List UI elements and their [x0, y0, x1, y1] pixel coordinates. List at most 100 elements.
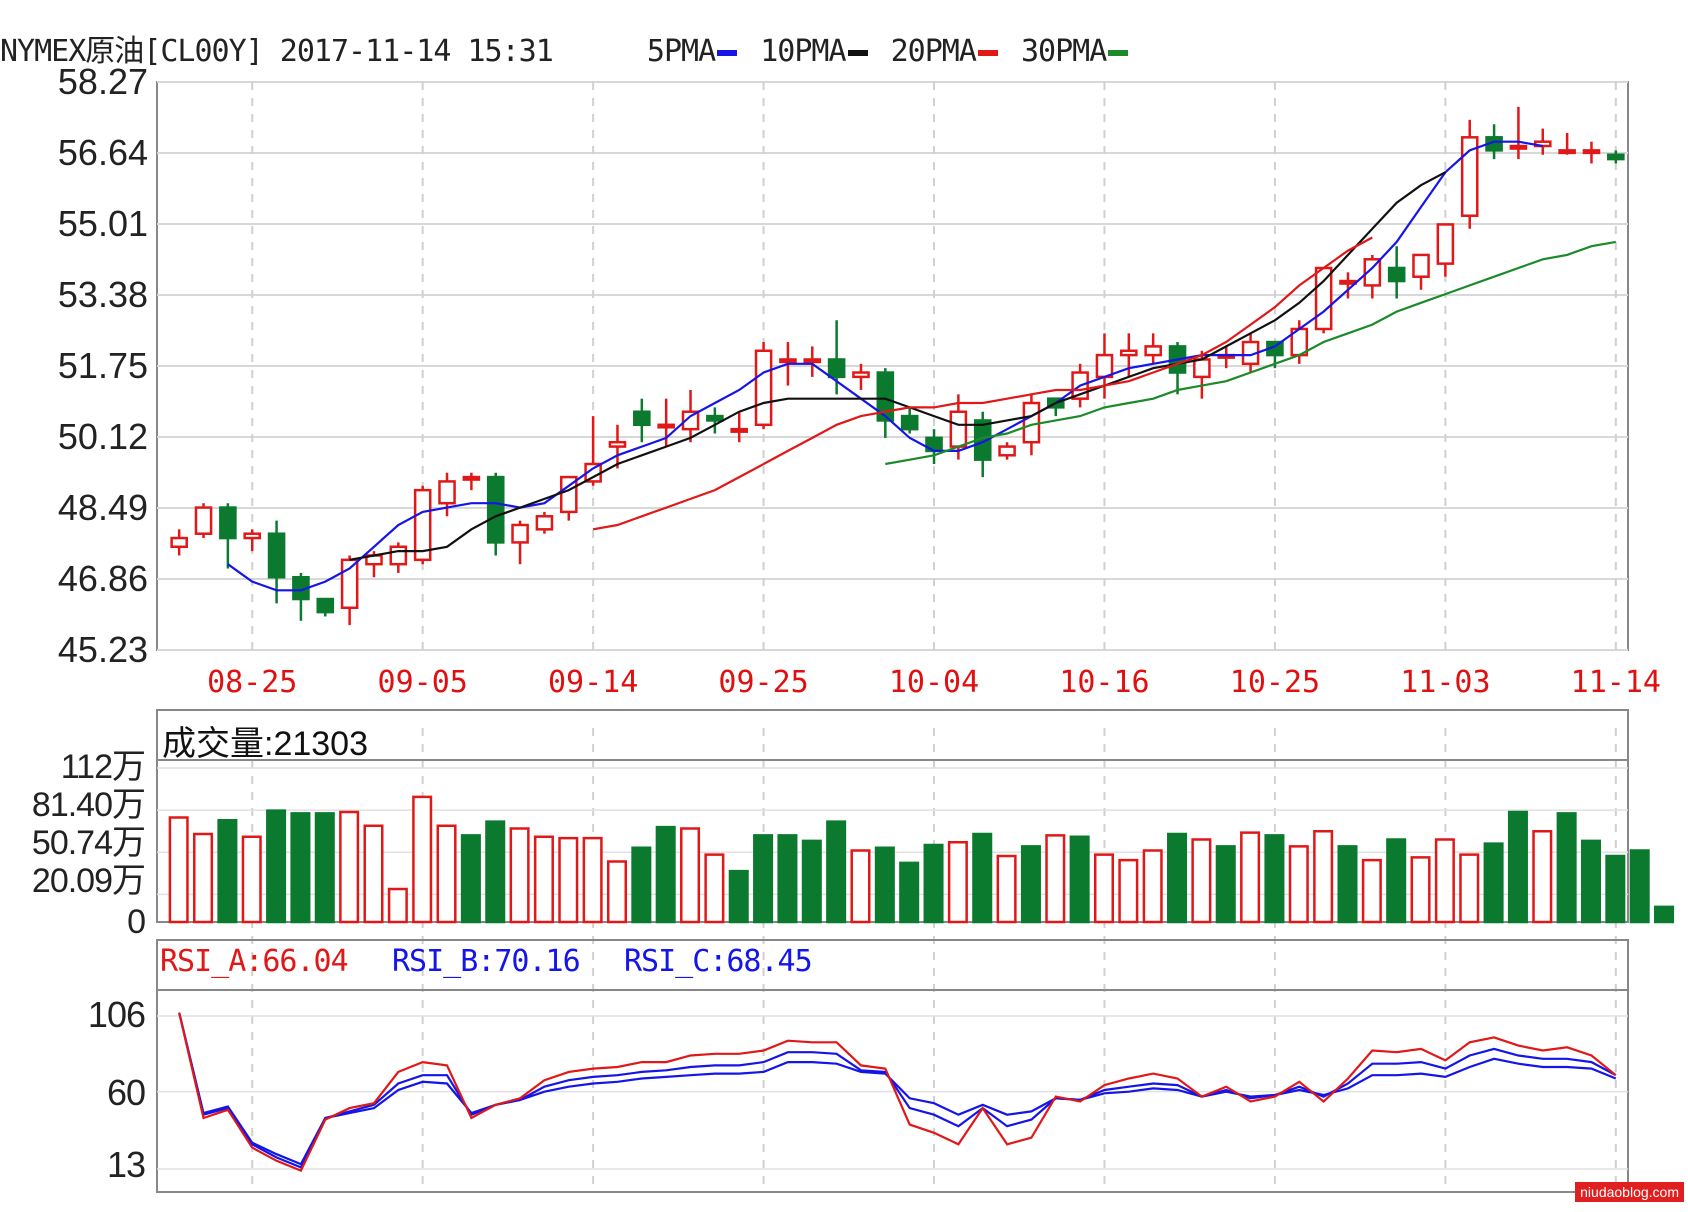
- date-tick-label: 09-14: [548, 665, 638, 700]
- candle-body: [438, 480, 456, 505]
- candle-body: [900, 414, 919, 431]
- volume-bar: [850, 849, 871, 924]
- candle-body: [511, 523, 529, 544]
- candle-body: [1582, 149, 1601, 155]
- volume-bar: [436, 824, 457, 924]
- legend-5pma: 5PMA: [647, 34, 743, 69]
- volume-bar: [1045, 834, 1066, 924]
- legend-30pma: 30PMA: [1021, 34, 1134, 69]
- volume-bar: [631, 846, 652, 924]
- candle-body: [754, 349, 773, 427]
- ma-line-5pma: [227, 140, 1543, 592]
- candle-body: [413, 488, 432, 562]
- date-tick-label: 10-25: [1230, 665, 1320, 700]
- candle-body: [1412, 253, 1430, 278]
- volume-bar: [558, 836, 579, 924]
- date-tick-label: 10-04: [889, 665, 979, 700]
- volume-bar: [1069, 835, 1090, 924]
- candle-body: [219, 506, 237, 540]
- date-tick-label: 09-05: [378, 665, 468, 700]
- volume-tick-3: 20.09万: [31, 862, 146, 900]
- volume-bar: [314, 812, 335, 924]
- volume-bar: [217, 819, 238, 924]
- price-tick-label: 45.23: [58, 629, 148, 670]
- candle-body: [876, 371, 895, 422]
- candle-body: [1314, 266, 1333, 331]
- volume-tick-4: 0: [127, 903, 146, 941]
- volume-bar: [266, 809, 287, 924]
- ma-line-20pma: [592, 236, 1373, 531]
- rsi-line-rsi_a: [178, 1012, 1617, 1173]
- candle-body: [486, 475, 505, 544]
- volume-bar: [1386, 838, 1407, 924]
- chart-title-legend: NYMEX原油[CL00Y] 2017-11-14 15:31 5PMA 10P…: [0, 26, 1134, 70]
- candle-body: [1607, 153, 1625, 161]
- volume-bar: [509, 827, 530, 924]
- volume-bar: [241, 835, 262, 924]
- rsi-panel-frame: [156, 939, 1629, 1193]
- volume-bar: [899, 861, 920, 924]
- candle-body: [1193, 358, 1211, 379]
- volume-bar: [1507, 810, 1528, 924]
- legend-20pma: 20PMA: [891, 34, 1004, 69]
- date-tick-label: 11-14: [1571, 665, 1661, 700]
- volume-bar: [1483, 842, 1504, 924]
- volume-bar: [777, 834, 798, 924]
- legend-20pma-swatch: [977, 49, 998, 56]
- volume-bar: [996, 854, 1017, 924]
- rsi-line-rsi_c: [178, 1012, 1617, 1166]
- date-tick-label: 09-25: [718, 665, 808, 700]
- candle-body: [852, 371, 870, 379]
- ma-line-30pma: [885, 240, 1616, 466]
- volume-bar: [1532, 830, 1553, 924]
- volume-bar: [1191, 838, 1212, 924]
- chart-title: NYMEX原油[CL00Y] 2017-11-14 15:31: [0, 34, 554, 69]
- candle-body: [633, 410, 651, 427]
- legend-30pma-swatch: [1108, 49, 1129, 56]
- candle-body: [1387, 266, 1406, 283]
- rsi-line-rsi_b: [178, 1012, 1617, 1169]
- candle-body: [194, 506, 213, 535]
- rsi-tick-106: 106: [87, 994, 146, 1035]
- volume-bar: [680, 827, 701, 924]
- candle-body: [1120, 349, 1138, 357]
- volume-bar: [1240, 831, 1261, 924]
- price-tick-label: 58.27: [58, 61, 148, 102]
- candle-body: [1509, 144, 1528, 150]
- price-tick-label: 53.38: [58, 274, 148, 315]
- candle-body: [1460, 136, 1479, 217]
- volume-bar: [290, 812, 311, 924]
- volume-bar: [1264, 834, 1285, 924]
- candle-body: [1558, 149, 1576, 155]
- volume-bar: [1629, 849, 1650, 924]
- candle-body: [1436, 223, 1455, 265]
- date-tick-label: 10-16: [1059, 665, 1149, 700]
- volume-tick-1: 81.40万: [31, 786, 146, 824]
- volume-bar: [1142, 849, 1163, 924]
- volume-bar: [339, 810, 360, 924]
- legend-10pma-swatch: [847, 49, 868, 56]
- volume-bar: [801, 839, 822, 924]
- volume-bar: [728, 869, 749, 924]
- candle-body: [730, 427, 749, 433]
- volume-bar: [1313, 830, 1334, 924]
- candle-body: [657, 423, 675, 429]
- candle-body: [316, 597, 335, 614]
- volume-bar: [1215, 845, 1236, 924]
- candle-body: [243, 532, 262, 540]
- volume-title: 成交量:21303: [162, 725, 368, 763]
- volume-tick-0: 112万: [60, 748, 146, 786]
- volume-bar: [1605, 854, 1626, 924]
- volume-bar: [1410, 856, 1431, 924]
- price-tick-label: 56.64: [58, 132, 148, 173]
- candle-body: [1339, 279, 1357, 285]
- rsi-b-label: RSI_B:70.16: [392, 944, 581, 979]
- volume-bar: [1020, 845, 1041, 924]
- candle-body: [681, 410, 700, 431]
- price-tick-label: 51.75: [58, 345, 148, 386]
- candle-body: [827, 358, 846, 379]
- volume-bar: [1288, 845, 1309, 924]
- volume-bar: [1167, 832, 1188, 924]
- candle-body: [1363, 258, 1382, 287]
